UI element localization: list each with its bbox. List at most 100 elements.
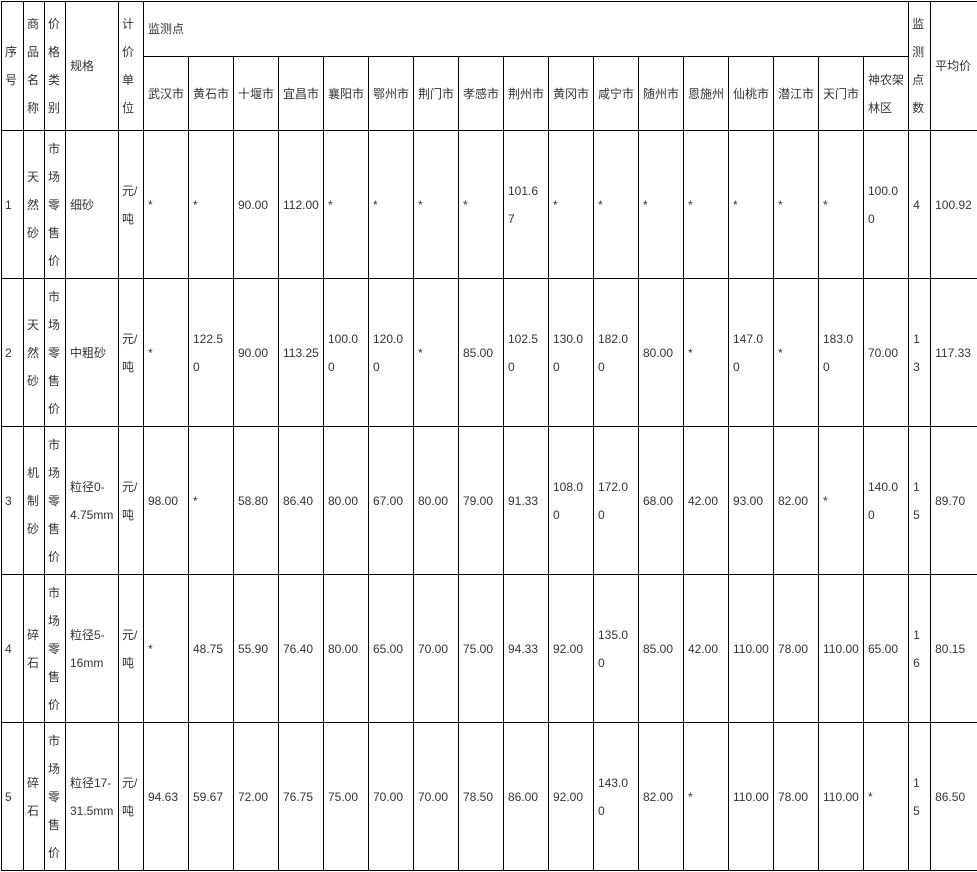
column-header-city: 潜江市 <box>774 57 819 131</box>
cell-city-price: 143.00 <box>594 723 639 871</box>
cell-city-price: 110.00 <box>819 575 864 723</box>
cell-city-price: 68.00 <box>639 427 684 575</box>
column-header-city: 孝感市 <box>459 57 504 131</box>
cell-average-price: 89.70 <box>931 427 977 575</box>
cell-city-price: 78.00 <box>774 723 819 871</box>
cell-city-price: 147.00 <box>729 279 774 427</box>
column-header-unit: 计价单位 <box>119 2 144 131</box>
cell-city-price: * <box>819 131 864 279</box>
cell-price-category: 市场零售价 <box>45 131 66 279</box>
column-header-city: 襄阳市 <box>324 57 369 131</box>
cell-city-price: * <box>864 723 909 871</box>
cell-city-price: 86.00 <box>504 723 549 871</box>
column-header-city: 武汉市 <box>144 57 189 131</box>
cell-index: 3 <box>2 427 24 575</box>
cell-city-price: 42.00 <box>684 575 729 723</box>
cell-city-price: 183.00 <box>819 279 864 427</box>
cell-city-price: 67.00 <box>369 427 414 575</box>
cell-city-price: 100.00 <box>864 131 909 279</box>
cell-city-price: 120.00 <box>369 279 414 427</box>
cell-city-price: * <box>189 427 234 575</box>
cell-index: 1 <box>2 131 24 279</box>
column-header-city: 黄石市 <box>189 57 234 131</box>
column-header-city: 黄冈市 <box>549 57 594 131</box>
cell-city-price: 78.00 <box>774 575 819 723</box>
column-header-city: 仙桃市 <box>729 57 774 131</box>
cell-city-price: 82.00 <box>774 427 819 575</box>
cell-city-price: * <box>549 131 594 279</box>
cell-average-price: 86.50 <box>931 723 977 871</box>
cell-city-price: 92.00 <box>549 723 594 871</box>
cell-city-price: 90.00 <box>234 279 279 427</box>
cell-spec: 中粗砂 <box>66 279 119 427</box>
cell-unit: 元/吨 <box>119 575 144 723</box>
cell-city-price: 72.00 <box>234 723 279 871</box>
cell-point-count: 16 <box>909 575 931 723</box>
cell-city-price: 76.75 <box>279 723 324 871</box>
cell-city-price: * <box>819 427 864 575</box>
cell-city-price: 130.00 <box>549 279 594 427</box>
cell-city-price: 80.00 <box>414 427 459 575</box>
cell-city-price: 79.00 <box>459 427 504 575</box>
cell-city-price: 85.00 <box>459 279 504 427</box>
cell-city-price: 182.00 <box>594 279 639 427</box>
cell-city-price: 86.40 <box>279 427 324 575</box>
cell-city-price: 110.00 <box>819 723 864 871</box>
cell-spec: 粒径0-4.75mm <box>66 427 119 575</box>
column-header-city: 恩施州 <box>684 57 729 131</box>
cell-city-price: 110.00 <box>729 723 774 871</box>
cell-city-price: * <box>414 131 459 279</box>
cell-city-price: 58.80 <box>234 427 279 575</box>
cell-city-price: 70.00 <box>864 279 909 427</box>
column-header-city: 天门市 <box>819 57 864 131</box>
cell-city-price: * <box>684 723 729 871</box>
cell-city-price: * <box>324 131 369 279</box>
cell-point-count: 15 <box>909 427 931 575</box>
cell-city-price: * <box>459 131 504 279</box>
cell-city-price: 48.75 <box>189 575 234 723</box>
column-header-city: 鄂州市 <box>369 57 414 131</box>
cell-index: 4 <box>2 575 24 723</box>
cell-city-price: * <box>774 131 819 279</box>
cell-city-price: 140.00 <box>864 427 909 575</box>
column-header-monitoring-points: 监测点 <box>144 2 909 57</box>
cell-city-price: 93.00 <box>729 427 774 575</box>
cell-city-price: 70.00 <box>414 575 459 723</box>
cell-city-price: * <box>729 131 774 279</box>
cell-product-name: 天然砂 <box>24 279 45 427</box>
cell-city-price: * <box>414 279 459 427</box>
cell-city-price: 75.00 <box>459 575 504 723</box>
cell-average-price: 117.33 <box>931 279 977 427</box>
cell-city-price: 70.00 <box>369 723 414 871</box>
column-header-city: 随州市 <box>639 57 684 131</box>
cell-unit: 元/吨 <box>119 279 144 427</box>
cell-city-price: 90.00 <box>234 131 279 279</box>
column-header-average: 平均价 <box>931 2 977 131</box>
cell-city-price: * <box>684 131 729 279</box>
column-header-spec: 规格 <box>66 2 119 131</box>
cell-average-price: 100.92 <box>931 131 977 279</box>
column-header-product: 商品名称 <box>24 2 45 131</box>
cell-average-price: 80.15 <box>931 575 977 723</box>
cell-unit: 元/吨 <box>119 723 144 871</box>
cell-city-price: 172.00 <box>594 427 639 575</box>
column-header-city: 荆门市 <box>414 57 459 131</box>
cell-spec: 粒径5-16mm <box>66 575 119 723</box>
table-header: 序号 商品名称 价格类别 规格 计价单位 监测点 监测点数 平均价 武汉市黄石市… <box>2 2 977 131</box>
cell-city-price: 80.00 <box>324 575 369 723</box>
cell-city-price: 101.67 <box>504 131 549 279</box>
cell-city-price: 100.00 <box>324 279 369 427</box>
cell-city-price: * <box>594 131 639 279</box>
cell-city-price: 65.00 <box>369 575 414 723</box>
cell-price-category: 市场零售价 <box>45 427 66 575</box>
cell-city-price: 82.00 <box>639 723 684 871</box>
header-row-top: 序号 商品名称 价格类别 规格 计价单位 监测点 监测点数 平均价 <box>2 2 977 57</box>
cell-city-price: 55.90 <box>234 575 279 723</box>
cell-product-name: 天然砂 <box>24 131 45 279</box>
cell-index: 2 <box>2 279 24 427</box>
cell-point-count: 4 <box>909 131 931 279</box>
